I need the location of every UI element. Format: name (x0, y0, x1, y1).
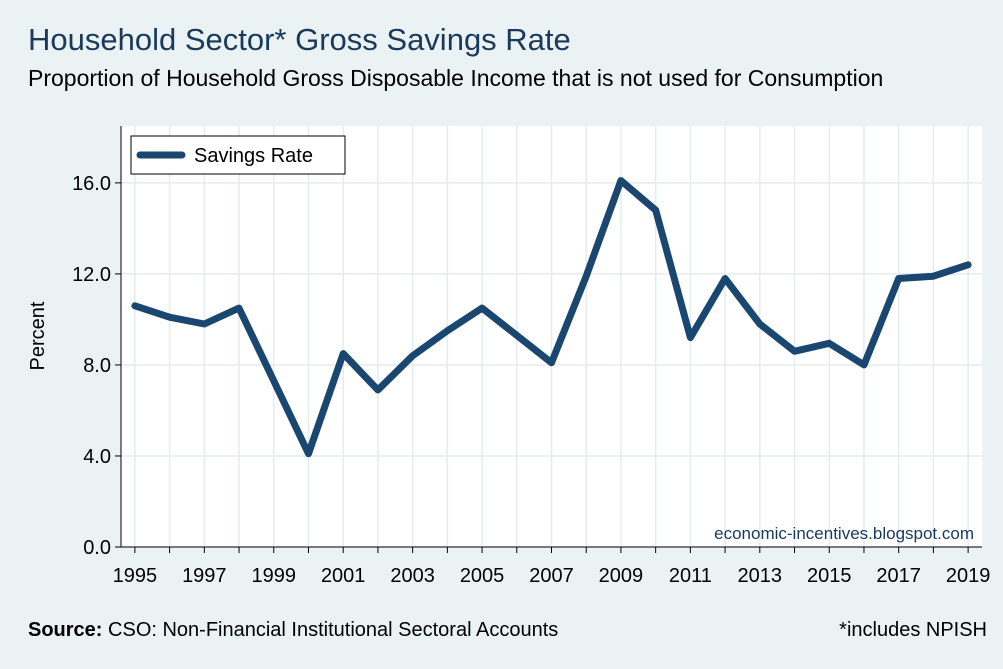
data-point (446, 330, 448, 332)
legend: Savings Rate (130, 135, 346, 175)
y-tick-label: 8.0 (83, 355, 111, 377)
data-point (724, 277, 726, 279)
data-point (551, 362, 552, 364)
y-ticks: 0.0 4.0 8.0 12.0 16.0 (72, 173, 121, 559)
x-ticks: 1995 1997 1999 2001 2003 2005 2007 2009 2011 2013… (113, 547, 991, 587)
watermark: economic-incentives.blogspot.com (714, 524, 974, 543)
data-point (759, 323, 761, 325)
legend-label: Savings Rate (194, 145, 313, 167)
footnote: *includes NPISH (839, 619, 987, 641)
data-point (377, 389, 379, 391)
data-point (655, 209, 657, 211)
data-point (481, 307, 483, 309)
data-point (828, 342, 830, 344)
data-point (794, 350, 796, 352)
x-tick-label: 2015 (807, 565, 852, 587)
chart-title: Household Sector* Gross Savings Rate (28, 22, 571, 57)
data-point (898, 277, 900, 279)
x-tick-label: 2001 (321, 565, 366, 587)
data-point (689, 337, 691, 339)
y-axis-label: Percent (27, 301, 49, 370)
data-point (169, 316, 171, 318)
data-point (307, 453, 309, 455)
data-point (273, 380, 275, 382)
y-tick-label: 0.0 (83, 537, 111, 559)
data-point (412, 355, 414, 357)
x-tick-label: 2017 (876, 565, 921, 587)
x-tick-label: 1999 (252, 565, 297, 587)
data-point (863, 364, 865, 366)
x-tick-label: 2013 (738, 565, 783, 587)
source-text: CSO: Non-Financial Institutional Sectora… (108, 619, 559, 641)
data-point (620, 180, 622, 182)
y-tick-label: 4.0 (83, 446, 111, 468)
x-tick-label: 2003 (390, 565, 435, 587)
data-point (134, 305, 136, 307)
data-point (203, 323, 205, 325)
x-tick-label: 2019 (946, 565, 991, 587)
data-point (516, 334, 518, 336)
x-tick-label: 2011 (669, 565, 712, 587)
x-tick-label: 2005 (460, 565, 505, 587)
data-point (967, 264, 969, 266)
chart-subtitle: Proportion of Household Gross Disposable… (28, 65, 884, 91)
source-note: Source: CSO: Non-Financial Institutional… (28, 619, 558, 642)
y-tick-label: 12.0 (72, 264, 111, 286)
data-point (342, 353, 344, 355)
series-layer (131, 177, 972, 458)
data-point (932, 275, 934, 277)
data-point (238, 307, 240, 309)
x-tick-label: 2009 (599, 565, 644, 587)
y-tick-label: 16.0 (72, 173, 111, 195)
x-tick-label: 2007 (529, 565, 574, 587)
x-tick-label: 1997 (182, 565, 227, 587)
data-point (585, 275, 587, 277)
source-label: Source: (28, 619, 103, 641)
x-tick-label: 1995 (113, 565, 158, 587)
